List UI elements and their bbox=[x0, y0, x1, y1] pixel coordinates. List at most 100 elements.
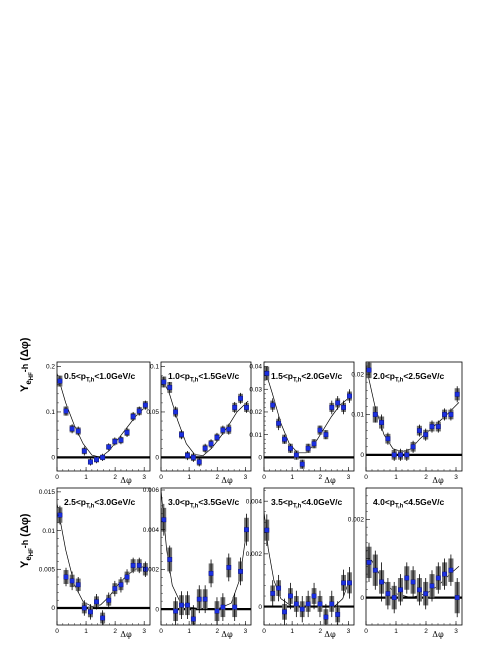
fit-curve bbox=[57, 503, 148, 607]
data-point bbox=[185, 453, 190, 458]
data-point bbox=[238, 568, 243, 574]
data-point bbox=[423, 432, 429, 438]
y-tick-label: 0.006 bbox=[143, 487, 160, 494]
data-point bbox=[305, 601, 311, 607]
pt-range-label: 3.5<pT,h<4.0GeV/c bbox=[271, 497, 342, 510]
data-point bbox=[118, 582, 124, 588]
data-point bbox=[264, 527, 270, 533]
data-point bbox=[317, 601, 323, 607]
x-tick-label: 0 bbox=[55, 474, 59, 481]
fit-curve bbox=[264, 511, 352, 607]
x-axis-label: Δφ bbox=[221, 630, 233, 639]
x-tick-label: 3 bbox=[347, 628, 351, 635]
data-point bbox=[142, 402, 148, 408]
x-tick-label: 2 bbox=[113, 474, 117, 481]
x-tick-label: 2 bbox=[318, 474, 322, 481]
data-point bbox=[179, 432, 184, 438]
data-point bbox=[385, 591, 391, 597]
x-tick-label: 0 bbox=[364, 628, 368, 635]
pt-range-label: 1.5<pT,h<2.0GeV/c bbox=[271, 371, 342, 384]
y-tick-label: 0.005 bbox=[39, 566, 56, 573]
data-point bbox=[124, 429, 130, 435]
x-axis-label: Δφ bbox=[324, 476, 336, 485]
data-point bbox=[391, 595, 397, 601]
x-tick-label: 1 bbox=[290, 628, 294, 635]
data-point bbox=[372, 567, 378, 573]
y-tick-label: 0.02 bbox=[351, 371, 364, 378]
y-tick-label: 0.01 bbox=[42, 528, 55, 535]
pt-range-label: 4.0<pT,h<4.5GeV/c bbox=[373, 497, 444, 510]
x-tick-label: 0 bbox=[159, 628, 163, 635]
x-tick-label: 1 bbox=[394, 474, 398, 481]
data-point bbox=[379, 420, 384, 425]
x-tick-label: 3 bbox=[142, 628, 146, 635]
x-tick-label: 1 bbox=[394, 628, 398, 635]
data-point bbox=[142, 566, 148, 572]
data-point bbox=[288, 593, 293, 599]
data-point bbox=[112, 439, 118, 444]
data-point bbox=[398, 452, 403, 458]
data-point bbox=[161, 517, 167, 523]
data-point bbox=[75, 582, 81, 588]
y-axis-label-top: YeHF-h(Δφ) bbox=[19, 337, 35, 392]
data-point bbox=[448, 412, 454, 417]
data-point bbox=[417, 428, 422, 434]
y-tick-label: 0 bbox=[51, 455, 55, 462]
data-point bbox=[404, 575, 410, 581]
data-point bbox=[202, 596, 208, 602]
data-point bbox=[167, 385, 173, 390]
plot-frame bbox=[365, 487, 463, 626]
y-tick-label: 0 bbox=[360, 595, 364, 602]
x-tick-label: 1 bbox=[187, 474, 191, 481]
data-point bbox=[196, 459, 202, 465]
data-point bbox=[88, 609, 93, 615]
data-point bbox=[385, 436, 391, 442]
x-tick-label: 2 bbox=[424, 474, 428, 481]
data-point bbox=[366, 559, 372, 565]
data-point bbox=[454, 595, 460, 601]
data-point bbox=[57, 378, 63, 384]
data-point bbox=[270, 402, 276, 408]
plot-frame bbox=[56, 487, 151, 626]
data-point bbox=[347, 393, 352, 399]
data-point bbox=[244, 527, 249, 533]
y-tick-label: 0.002 bbox=[246, 551, 263, 558]
panel-1: 0 0.1 0.2 0 1 2 3 Δφ 0.5<pT,h<1.0GeV/c bbox=[46, 361, 151, 485]
y-tick-label: 0.002 bbox=[143, 567, 160, 574]
x-tick-label: 3 bbox=[244, 628, 248, 635]
data-point bbox=[323, 614, 329, 620]
x-tick-label: 0 bbox=[262, 474, 266, 481]
data-point bbox=[276, 585, 282, 591]
data-point bbox=[442, 571, 447, 577]
data-point bbox=[442, 412, 447, 417]
data-point bbox=[341, 580, 346, 586]
data-point bbox=[311, 441, 317, 447]
data-point bbox=[429, 424, 435, 429]
data-point bbox=[208, 570, 214, 576]
data-point bbox=[311, 593, 317, 599]
data-point bbox=[94, 457, 99, 463]
data-point bbox=[118, 437, 124, 443]
panel-8: 0 0.002 0 1 2 3 Δφ 4.0<pT,h<4.5GeV/c bbox=[348, 487, 463, 639]
panels: 0 0.1 0.2 0 1 2 3 Δφ 0.5<pT,h<1.0GeV/c 0 0.05 0.1 0 1… bbox=[39, 361, 463, 639]
data-point bbox=[185, 602, 190, 608]
data-point bbox=[130, 563, 136, 568]
y-tick-label: 0 bbox=[155, 455, 159, 462]
y-tick-label: 0.002 bbox=[348, 517, 365, 524]
panel-2: 0 0.05 0.1 0 1 2 3 Δφ 1.0<pT,h<1.5GeV/c bbox=[146, 361, 252, 485]
y-axis-label-bottom: YeHF-h(Δφ) bbox=[19, 513, 35, 568]
data-point bbox=[94, 599, 99, 605]
y-tick-label: 0 bbox=[155, 606, 159, 613]
y-tick-label: 0 bbox=[360, 452, 364, 459]
x-axis-label: Δφ bbox=[324, 630, 336, 639]
x-tick-label: 2 bbox=[424, 628, 428, 635]
data-point bbox=[136, 563, 142, 568]
x-tick-label: 2 bbox=[113, 628, 117, 635]
data-point bbox=[226, 565, 232, 570]
data-point bbox=[179, 602, 184, 608]
x-tick-label: 1 bbox=[84, 628, 88, 635]
data-point bbox=[323, 432, 329, 438]
x-tick-label: 3 bbox=[347, 474, 351, 481]
data-point bbox=[167, 557, 173, 562]
data-point bbox=[372, 412, 378, 417]
